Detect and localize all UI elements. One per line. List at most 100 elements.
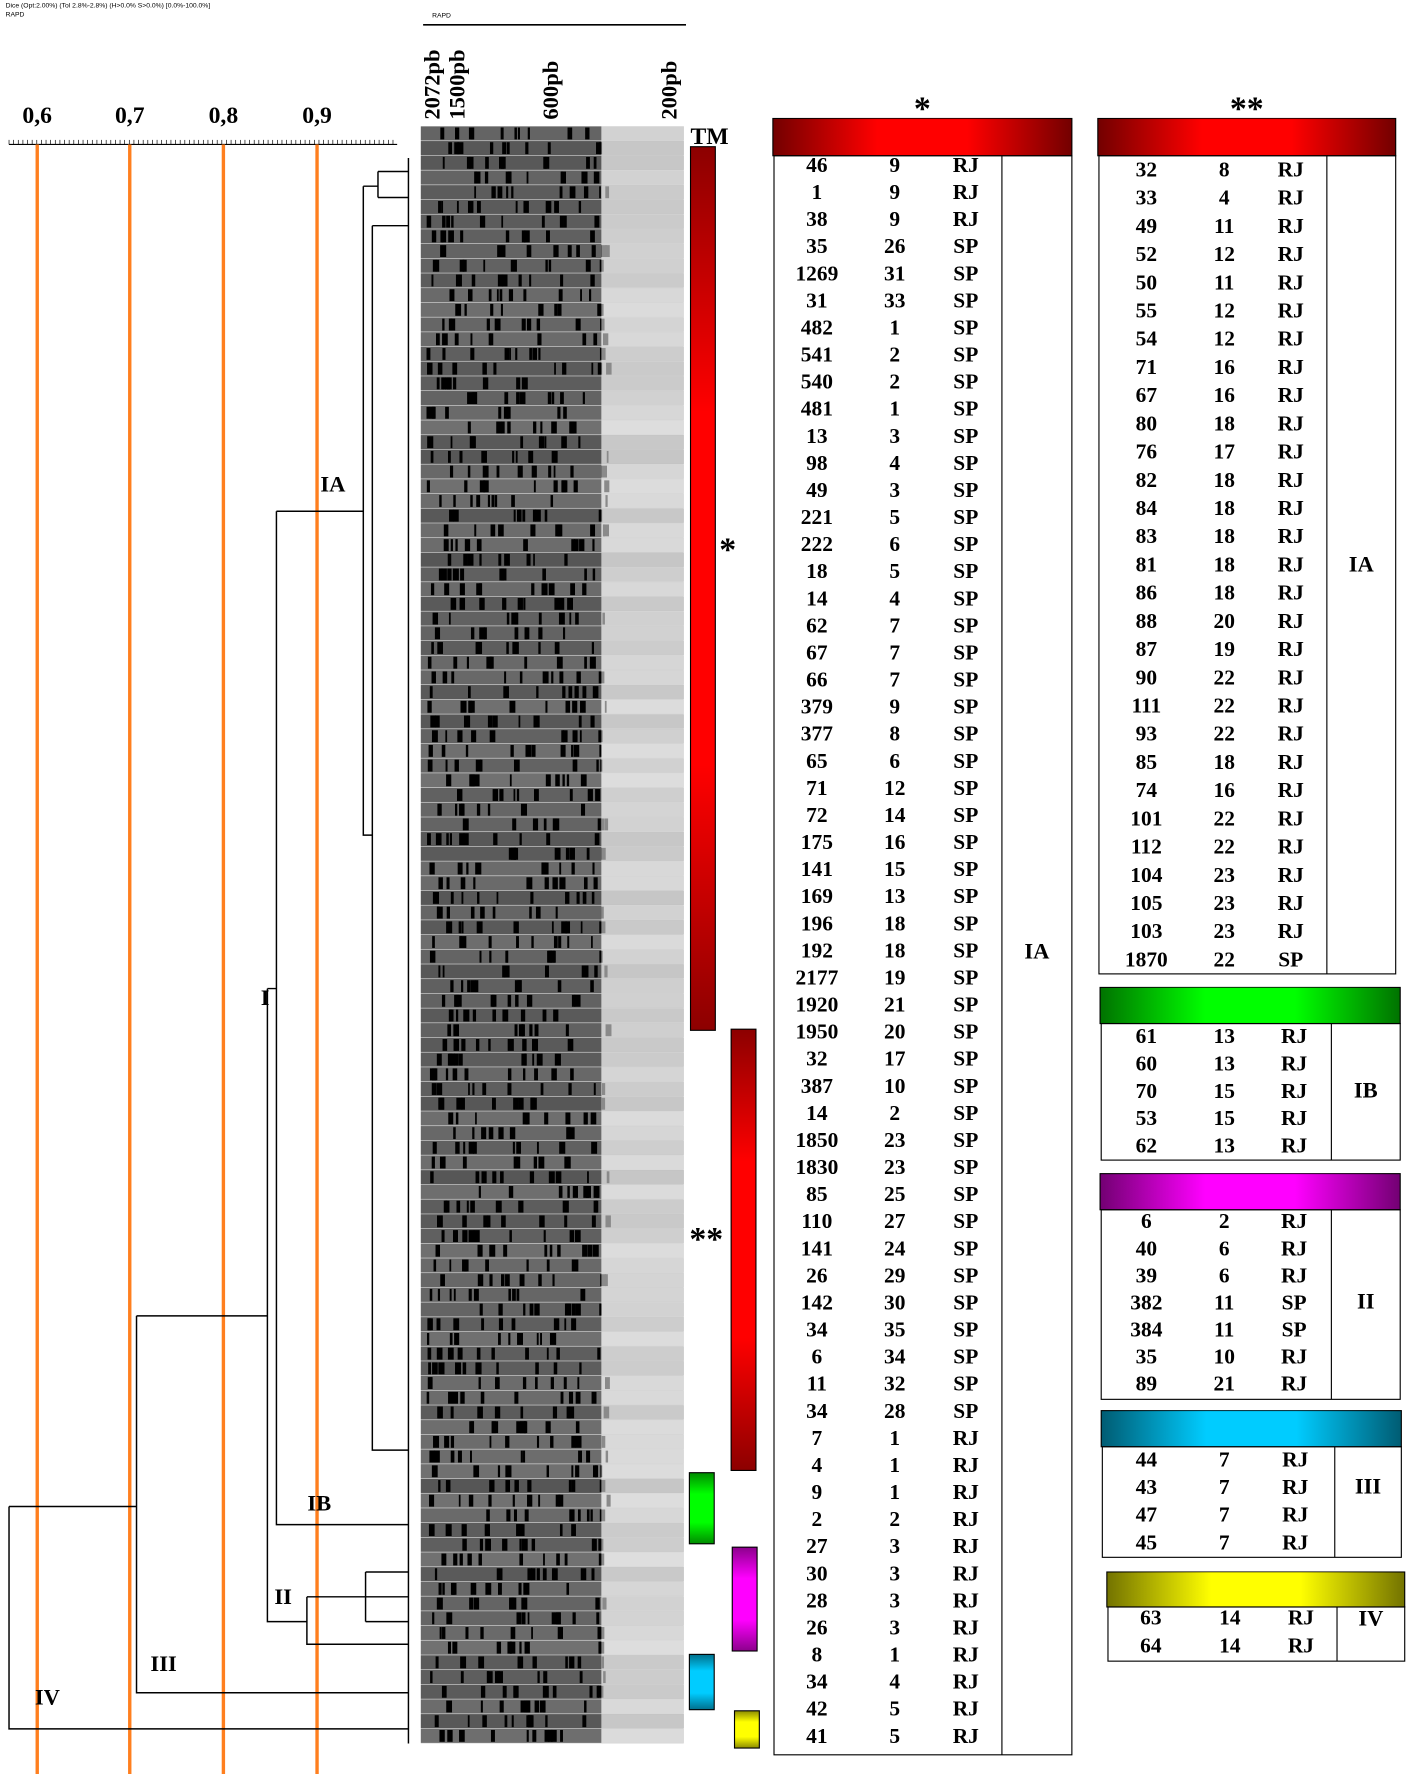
gel-band	[453, 569, 459, 581]
gel-band	[441, 201, 443, 213]
gel-smear	[421, 1685, 602, 1699]
table-cell: 22	[1213, 806, 1234, 830]
gel-band	[527, 1480, 531, 1492]
gel-band	[540, 422, 542, 434]
table-cell: SP	[953, 370, 978, 394]
table-cell: 76	[1136, 440, 1158, 464]
gel-band	[595, 1598, 599, 1610]
gel-band	[520, 1407, 523, 1419]
table-cell: 18	[1213, 524, 1234, 548]
table-cell: 19	[884, 965, 905, 989]
gel-band	[476, 1039, 479, 1051]
gel-band	[543, 1701, 546, 1713]
gel-band	[429, 1524, 435, 1536]
gel-band	[545, 965, 549, 977]
gel-band	[532, 1039, 538, 1051]
gel-band	[590, 275, 594, 287]
gel-band	[471, 627, 474, 639]
table-cell: RJ	[1278, 609, 1304, 633]
gel-band	[500, 289, 503, 301]
gel-band	[492, 495, 495, 507]
table-cell: 67	[1136, 383, 1158, 407]
table-cell: 35	[1136, 1345, 1157, 1369]
table-cell: 6	[1141, 1209, 1152, 1233]
table-cell: 5	[889, 1697, 900, 1721]
gel-band	[545, 436, 547, 448]
gel-lane-light	[601, 1273, 683, 1287]
gel-band	[471, 730, 476, 742]
gel-smear	[421, 626, 602, 640]
gel-band	[589, 289, 591, 301]
table-cell: RJ	[953, 1724, 979, 1748]
gel-band	[451, 1436, 454, 1448]
gel-lane-light	[601, 1244, 683, 1258]
table-cell: RJ	[1278, 270, 1304, 294]
gel-band	[547, 1465, 549, 1477]
gel-band	[497, 466, 500, 478]
gel-band	[531, 1627, 533, 1639]
gel-band	[498, 1127, 503, 1139]
gel-band	[488, 716, 493, 728]
gel-band	[460, 569, 464, 581]
gel-band	[454, 1039, 457, 1051]
gel-band	[591, 936, 593, 948]
table-cell: 29	[884, 1263, 905, 1287]
table-cell: 18	[1213, 581, 1234, 605]
gel-band	[474, 1598, 480, 1610]
table-cell: RJ	[1278, 411, 1304, 435]
gel-band	[545, 877, 549, 889]
table-cell: 35	[806, 234, 827, 258]
gel-band	[561, 480, 566, 492]
table-cell: 35	[884, 1318, 905, 1342]
gel-band	[542, 216, 545, 228]
gel-band	[528, 451, 533, 463]
gel-band	[514, 789, 516, 801]
table-cell: 21	[1213, 1372, 1234, 1396]
gel-band	[470, 436, 475, 448]
gel-band	[529, 348, 532, 360]
group-label: IB	[307, 1491, 331, 1516]
gel-band	[472, 1083, 474, 1095]
table-cell: RJ	[953, 1697, 979, 1721]
table-cell: 28	[884, 1399, 905, 1423]
table-group: III	[1355, 1474, 1382, 1499]
gel-smear	[421, 788, 602, 802]
gel-band	[462, 1524, 467, 1536]
gel-band	[439, 495, 441, 507]
gel-lane-light	[601, 1611, 683, 1625]
gel-lane-light	[601, 1038, 683, 1052]
gel-smear	[421, 303, 602, 317]
gel-smear	[421, 656, 602, 670]
table-cell: 141	[801, 1236, 833, 1260]
gel-band	[503, 686, 509, 698]
gel-band	[595, 833, 600, 845]
table-cell: SP	[953, 1047, 978, 1071]
gel-band	[521, 804, 527, 816]
gel-band	[523, 598, 525, 610]
gel-band	[476, 642, 482, 654]
gel-band	[480, 907, 485, 919]
gel-band	[499, 789, 503, 801]
gel-band	[427, 701, 431, 713]
gel-band	[509, 348, 511, 360]
gel-band	[586, 1451, 590, 1463]
gel-band	[437, 1054, 442, 1066]
gel-band	[451, 1407, 454, 1419]
cluster-marker: *	[719, 532, 736, 569]
gel-band	[432, 1068, 437, 1080]
gel-band	[543, 1568, 547, 1580]
gel-lane-light	[601, 803, 683, 817]
gel-band	[445, 377, 449, 389]
gel-band	[489, 1245, 495, 1257]
table-cell: RJ	[1278, 750, 1304, 774]
table-cell: 1	[812, 180, 823, 204]
table-cell: RJ	[1278, 806, 1304, 830]
gel-band	[500, 1171, 504, 1183]
gel-lane-light	[601, 979, 683, 993]
gel-band	[528, 1612, 530, 1624]
gel-smear	[421, 950, 602, 964]
gel-band	[584, 186, 588, 198]
table-cell: RJ	[953, 1534, 979, 1558]
gel-band	[543, 1010, 547, 1022]
gel-band	[552, 1274, 554, 1286]
